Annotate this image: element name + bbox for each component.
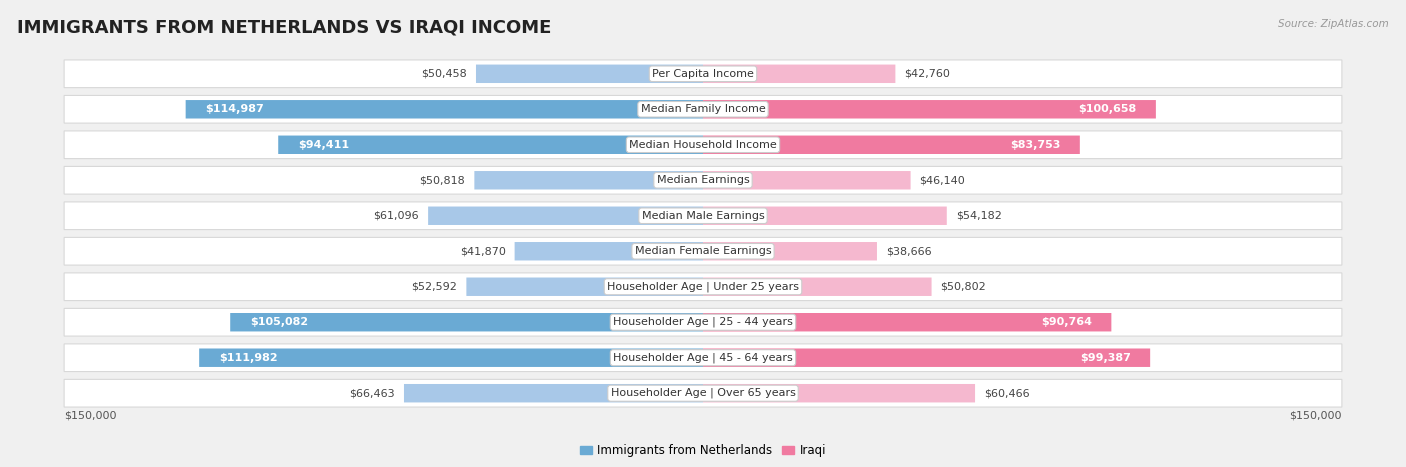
FancyBboxPatch shape xyxy=(703,313,1111,332)
Text: $42,760: $42,760 xyxy=(904,69,950,79)
FancyBboxPatch shape xyxy=(65,131,1341,159)
Text: Householder Age | Under 25 years: Householder Age | Under 25 years xyxy=(607,282,799,292)
Text: Median Earnings: Median Earnings xyxy=(657,175,749,185)
FancyBboxPatch shape xyxy=(186,100,703,119)
Text: $46,140: $46,140 xyxy=(920,175,966,185)
Text: Median Household Income: Median Household Income xyxy=(628,140,778,150)
FancyBboxPatch shape xyxy=(65,344,1341,372)
Text: Median Female Earnings: Median Female Earnings xyxy=(634,246,772,256)
FancyBboxPatch shape xyxy=(278,135,703,154)
Text: $94,411: $94,411 xyxy=(298,140,349,150)
FancyBboxPatch shape xyxy=(65,202,1341,230)
FancyBboxPatch shape xyxy=(703,277,932,296)
Text: $100,658: $100,658 xyxy=(1078,104,1136,114)
FancyBboxPatch shape xyxy=(404,384,703,403)
FancyBboxPatch shape xyxy=(703,135,1080,154)
Text: $99,387: $99,387 xyxy=(1080,353,1130,363)
FancyBboxPatch shape xyxy=(427,206,703,225)
Text: $150,000: $150,000 xyxy=(65,410,117,420)
Text: $41,870: $41,870 xyxy=(460,246,506,256)
FancyBboxPatch shape xyxy=(200,348,703,367)
FancyBboxPatch shape xyxy=(703,348,1150,367)
FancyBboxPatch shape xyxy=(703,206,946,225)
Text: $111,982: $111,982 xyxy=(219,353,277,363)
FancyBboxPatch shape xyxy=(703,242,877,261)
Text: $83,753: $83,753 xyxy=(1010,140,1060,150)
FancyBboxPatch shape xyxy=(703,64,896,83)
Text: $90,764: $90,764 xyxy=(1040,317,1092,327)
FancyBboxPatch shape xyxy=(515,242,703,261)
Text: $105,082: $105,082 xyxy=(250,317,308,327)
Text: $66,463: $66,463 xyxy=(349,388,395,398)
FancyBboxPatch shape xyxy=(703,100,1156,119)
Text: $61,096: $61,096 xyxy=(374,211,419,221)
Text: $50,458: $50,458 xyxy=(422,69,467,79)
Text: $150,000: $150,000 xyxy=(1289,410,1341,420)
Text: $114,987: $114,987 xyxy=(205,104,264,114)
FancyBboxPatch shape xyxy=(467,277,703,296)
Text: $50,802: $50,802 xyxy=(941,282,987,292)
FancyBboxPatch shape xyxy=(65,308,1341,336)
FancyBboxPatch shape xyxy=(703,171,911,190)
Text: $52,592: $52,592 xyxy=(412,282,457,292)
Text: $38,666: $38,666 xyxy=(886,246,932,256)
Text: Median Family Income: Median Family Income xyxy=(641,104,765,114)
FancyBboxPatch shape xyxy=(65,166,1341,194)
Text: $54,182: $54,182 xyxy=(956,211,1001,221)
FancyBboxPatch shape xyxy=(65,379,1341,407)
FancyBboxPatch shape xyxy=(474,171,703,190)
FancyBboxPatch shape xyxy=(477,64,703,83)
FancyBboxPatch shape xyxy=(65,237,1341,265)
Text: $50,818: $50,818 xyxy=(419,175,465,185)
Legend: Immigrants from Netherlands, Iraqi: Immigrants from Netherlands, Iraqi xyxy=(575,439,831,462)
FancyBboxPatch shape xyxy=(65,95,1341,123)
Text: Source: ZipAtlas.com: Source: ZipAtlas.com xyxy=(1278,19,1389,28)
FancyBboxPatch shape xyxy=(65,273,1341,301)
FancyBboxPatch shape xyxy=(65,60,1341,88)
Text: $60,466: $60,466 xyxy=(984,388,1029,398)
Text: IMMIGRANTS FROM NETHERLANDS VS IRAQI INCOME: IMMIGRANTS FROM NETHERLANDS VS IRAQI INC… xyxy=(17,19,551,37)
Text: Per Capita Income: Per Capita Income xyxy=(652,69,754,79)
FancyBboxPatch shape xyxy=(703,384,974,403)
FancyBboxPatch shape xyxy=(231,313,703,332)
Text: Householder Age | 25 - 44 years: Householder Age | 25 - 44 years xyxy=(613,317,793,327)
Text: Median Male Earnings: Median Male Earnings xyxy=(641,211,765,221)
Text: Householder Age | Over 65 years: Householder Age | Over 65 years xyxy=(610,388,796,398)
Text: Householder Age | 45 - 64 years: Householder Age | 45 - 64 years xyxy=(613,353,793,363)
